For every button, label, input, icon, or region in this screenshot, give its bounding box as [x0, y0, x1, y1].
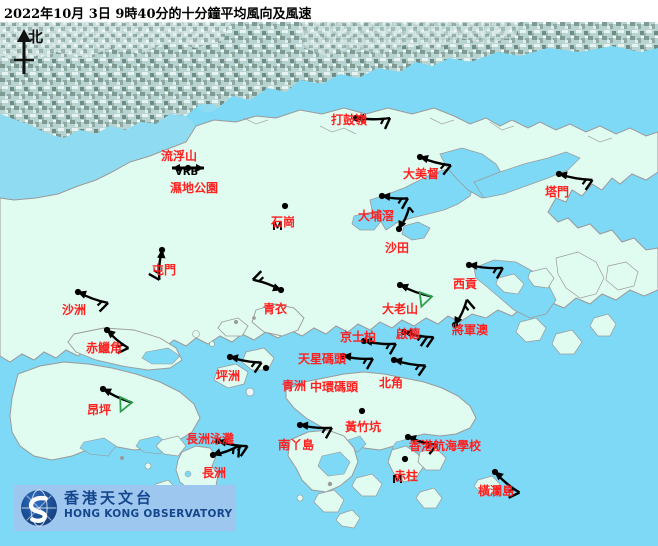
title-bar: 2022年10月 3日 9時40分的十分鐘平均風向及風速 — [0, 0, 658, 22]
station-dot[interactable] — [465, 261, 473, 269]
hko-logo-zh: 香港天文台 — [64, 489, 155, 507]
station-marker-letter: M — [272, 220, 283, 233]
station-label[interactable]: 長洲泳灘 — [186, 432, 235, 446]
station-dot[interactable] — [184, 164, 192, 172]
station-label[interactable]: 濕地公園 — [170, 181, 219, 195]
victoria-harbour — [286, 354, 454, 386]
station-label[interactable]: 將軍澳 — [452, 323, 489, 337]
tolo-harbour — [369, 167, 475, 231]
station-dot[interactable] — [390, 356, 398, 364]
station-dot[interactable] — [378, 192, 386, 200]
hko-logo: 香港天文台 HONG KONG OBSERVATORY — [14, 485, 236, 531]
station-label[interactable]: 青洲 — [282, 379, 307, 393]
vrb-wind-label: VRB — [175, 167, 199, 178]
station-dot[interactable] — [396, 281, 404, 289]
station-dot[interactable] — [262, 364, 270, 372]
station-label[interactable]: 西貢 — [453, 277, 478, 291]
station-dot-layer — [74, 114, 563, 476]
station-label[interactable]: 南丫島 — [278, 438, 315, 452]
station-label[interactable]: 大美督 — [403, 167, 440, 181]
station-dot[interactable] — [209, 451, 217, 459]
station-label[interactable]: 沙田 — [385, 241, 410, 255]
station-label[interactable]: 大老山 — [382, 302, 419, 316]
page-title: 2022年10月 3日 9時40分的十分鐘平均風向及風速 — [4, 7, 312, 22]
station-dot[interactable] — [158, 246, 166, 254]
station-label[interactable]: 中環碼頭 — [310, 380, 359, 394]
station-marker-letter: M — [392, 473, 403, 486]
station-dot[interactable] — [352, 114, 360, 122]
tsing-yi-island — [251, 303, 305, 337]
waglan-island — [473, 475, 501, 495]
station-dot[interactable] — [99, 385, 107, 393]
station-dot[interactable] — [296, 421, 304, 429]
station-label[interactable]: 大埔滘 — [358, 209, 395, 223]
station-dot[interactable] — [226, 353, 234, 361]
station-dot[interactable] — [360, 337, 368, 345]
station-label[interactable]: 昂坪 — [87, 403, 112, 417]
station-dot[interactable] — [214, 437, 222, 445]
stanley-peninsula — [387, 445, 425, 483]
station-label[interactable]: 屯門 — [152, 263, 177, 277]
north-label: 北 — [28, 28, 44, 46]
station-label[interactable]: 青衣 — [263, 302, 288, 316]
station-label[interactable]: 橫瀾島 — [478, 484, 515, 498]
station-dot[interactable] — [451, 321, 459, 329]
station-dot[interactable] — [491, 468, 499, 476]
station-label[interactable]: 長洲 — [202, 466, 227, 480]
station-dot[interactable] — [281, 202, 289, 210]
station-label[interactable]: 沙洲 — [62, 303, 87, 317]
station-label[interactable]: 石崗 — [271, 215, 296, 229]
station-dot[interactable] — [555, 170, 563, 178]
station-dot[interactable] — [277, 286, 285, 294]
station-dot[interactable] — [74, 288, 82, 296]
station-dot[interactable] — [339, 352, 347, 360]
station-label[interactable]: 香港航海學校 — [409, 439, 482, 453]
station-dot[interactable] — [103, 326, 111, 334]
hko-emblem-icon — [20, 489, 58, 527]
north-arrow-icon — [14, 29, 34, 74]
hko-logo-text: 香港天文台 HONG KONG OBSERVATORY — [64, 489, 232, 521]
station-label[interactable]: 赤鱲角 — [86, 341, 123, 355]
station-dot[interactable] — [404, 433, 412, 441]
wind-barb — [381, 192, 409, 210]
peng-chau — [213, 363, 249, 389]
map-canvas[interactable]: 打鼓嶺 流浮山 濕地公園 M 石崗 大美督 塔門 大埔滘 沙田 屯門 沙洲 赤鱲角 青衣 西貢 大老山 將軍澳… — [0, 22, 658, 546]
hko-logo-en: HONG KONG OBSERVATORY — [64, 508, 233, 520]
station-dot[interactable] — [395, 225, 403, 233]
station-label[interactable]: 坪洲 — [216, 369, 241, 383]
station-dot[interactable] — [401, 455, 409, 463]
station-dot[interactable] — [416, 153, 424, 161]
station-label[interactable]: 流浮山 — [161, 149, 198, 163]
station-label[interactable]: 塔門 — [545, 185, 570, 199]
station-dot[interactable] — [400, 328, 408, 336]
station-label[interactable]: 啟德 — [396, 327, 421, 341]
station-label[interactable]: 天星碼頭 — [298, 352, 347, 366]
station-label[interactable]: 北角 — [379, 376, 404, 390]
mainland-landmass — [0, 22, 658, 138]
station-label[interactable]: 赤柱 — [394, 469, 419, 483]
deep-bay-water — [0, 114, 196, 200]
station-label[interactable]: 黃竹坑 — [345, 420, 382, 434]
map-graphics — [0, 22, 658, 546]
station-label[interactable]: 京士柏 — [340, 330, 377, 344]
station-dot[interactable] — [358, 407, 366, 415]
station-label[interactable]: 打鼓嶺 — [331, 113, 368, 127]
